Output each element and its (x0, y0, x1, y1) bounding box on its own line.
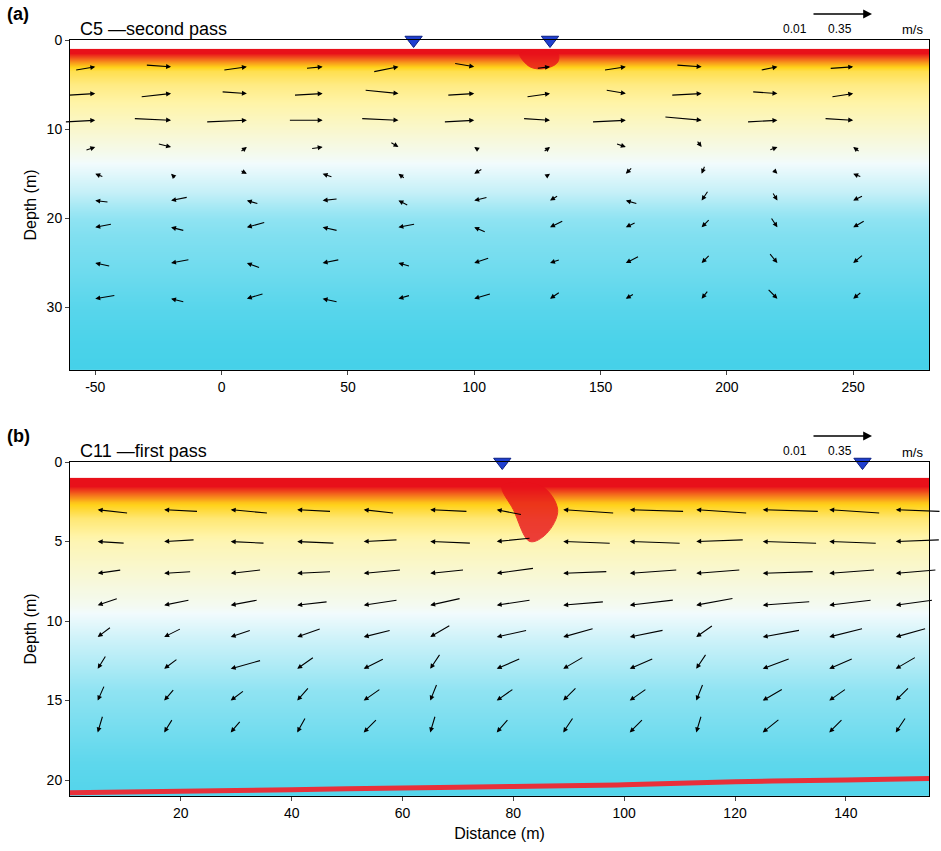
svg-text:40: 40 (284, 805, 300, 821)
svg-text:150: 150 (589, 379, 613, 395)
svg-text:250: 250 (842, 379, 866, 395)
svg-text:Depth (m): Depth (m) (22, 593, 39, 664)
svg-text:10: 10 (47, 121, 63, 137)
svg-text:C11 —first pass: C11 —first pass (80, 441, 207, 461)
svg-text:m/s: m/s (902, 22, 923, 37)
svg-text:-50: -50 (85, 379, 105, 395)
svg-text:0.35: 0.35 (828, 22, 852, 36)
svg-text:120: 120 (723, 805, 747, 821)
svg-text:0.35: 0.35 (828, 444, 852, 458)
svg-text:m/s: m/s (902, 445, 923, 460)
svg-text:80: 80 (506, 805, 522, 821)
svg-text:200: 200 (715, 379, 739, 395)
svg-text:50: 50 (340, 379, 356, 395)
svg-text:0: 0 (54, 32, 62, 48)
svg-text:15: 15 (47, 692, 63, 708)
svg-text:5: 5 (54, 533, 62, 549)
svg-text:(a): (a) (7, 4, 29, 24)
svg-text:(b): (b) (7, 426, 30, 446)
svg-text:0: 0 (54, 454, 62, 470)
svg-text:0.01: 0.01 (783, 444, 807, 458)
svg-text:100: 100 (613, 805, 637, 821)
svg-text:C5 —second pass: C5 —second pass (80, 19, 227, 39)
svg-text:10: 10 (47, 613, 63, 629)
svg-text:0.01: 0.01 (783, 22, 807, 36)
svg-text:60: 60 (395, 805, 411, 821)
svg-text:20: 20 (47, 210, 63, 226)
svg-text:Distance (m): Distance (m) (454, 825, 545, 842)
svg-text:20: 20 (173, 805, 189, 821)
svg-text:20: 20 (47, 772, 63, 788)
svg-text:100: 100 (463, 379, 487, 395)
svg-text:Depth (m): Depth (m) (22, 169, 39, 240)
svg-text:30: 30 (47, 299, 63, 315)
svg-text:140: 140 (834, 805, 858, 821)
svg-text:0: 0 (218, 379, 226, 395)
